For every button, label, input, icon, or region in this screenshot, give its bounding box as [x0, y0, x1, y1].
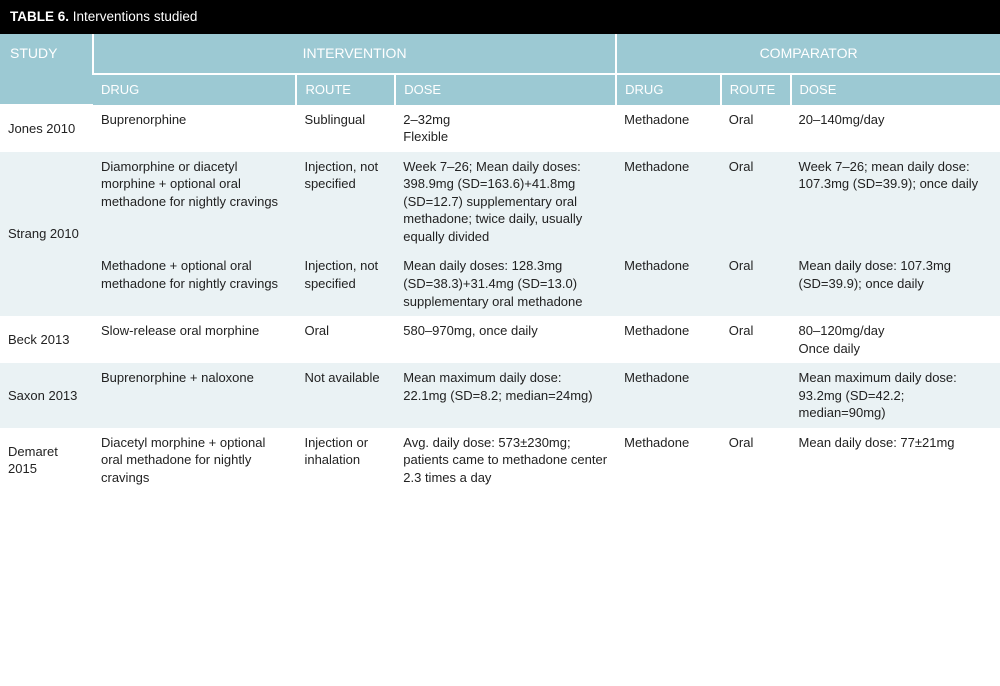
cell: Oral: [721, 251, 791, 316]
cell: Buprenorphine: [93, 105, 296, 152]
header-c-route: ROUTE: [721, 74, 791, 105]
table-row: Strang 2010Diamorphine or diacetyl morph…: [0, 152, 1000, 252]
header-comparator: COMPARATOR: [616, 34, 1000, 74]
cell: Week 7–26; Mean daily doses: 398.9mg (SD…: [395, 152, 616, 252]
cell: Slow-release oral morphine: [93, 316, 296, 363]
table-row: Demaret 2015Diacetyl morphine + optional…: [0, 428, 1000, 493]
table-row: Saxon 2013Buprenorphine + naloxoneNot av…: [0, 363, 1000, 428]
cell: Mean daily dose: 107.3mg (SD=39.9); once…: [791, 251, 1000, 316]
table-title-row: TABLE 6. Interventions studied: [0, 0, 1000, 34]
table-row: Methadone + optional oral methadone for …: [0, 251, 1000, 316]
cell: Sublingual: [296, 105, 395, 152]
cell: Injection, not specified: [296, 152, 395, 252]
cell: Buprenorphine + naloxone: [93, 363, 296, 428]
cell: 580–970mg, once daily: [395, 316, 616, 363]
header-c-drug: DRUG: [616, 74, 721, 105]
header-study: STUDY: [0, 34, 93, 104]
cell: Methadone: [616, 428, 721, 493]
cell: Injection or inhalation: [296, 428, 395, 493]
interventions-table: TABLE 6. Interventions studied STUDY INT…: [0, 0, 1000, 493]
cell: Oral: [721, 105, 791, 152]
header-row-1: STUDY INTERVENTION COMPARATOR: [0, 34, 1000, 74]
study-cell: Strang 2010: [0, 152, 93, 316]
cell: Injection, not specified: [296, 251, 395, 316]
cell: Methadone: [616, 251, 721, 316]
study-cell: Demaret 2015: [0, 428, 93, 493]
cell: 80–120mg/day Once daily: [791, 316, 1000, 363]
study-cell: Saxon 2013: [0, 363, 93, 428]
cell: Oral: [721, 428, 791, 493]
header-i-drug: DRUG: [93, 74, 296, 105]
header-c-dose: DOSE: [791, 74, 1000, 105]
study-cell: Jones 2010: [0, 105, 93, 152]
cell: Methadone: [616, 105, 721, 152]
header-i-dose: DOSE: [395, 74, 616, 105]
cell: Oral: [296, 316, 395, 363]
table-body: Jones 2010BuprenorphineSublingual2–32mg …: [0, 105, 1000, 493]
cell: Mean maximum daily dose: 22.1mg (SD=8.2;…: [395, 363, 616, 428]
cell: Week 7–26; mean daily dose: 107.3mg (SD=…: [791, 152, 1000, 252]
cell: Mean maximum daily dose: 93.2mg (SD=42.2…: [791, 363, 1000, 428]
cell: Methadone: [616, 152, 721, 252]
header-intervention: INTERVENTION: [93, 34, 616, 74]
cell: Mean daily dose: 77±21mg: [791, 428, 1000, 493]
cell: 20–140mg/day: [791, 105, 1000, 152]
table-row: Beck 2013Slow-release oral morphineOral5…: [0, 316, 1000, 363]
cell: Diamorphine or diacetyl morphine + optio…: [93, 152, 296, 252]
header-row-2: DRUG ROUTE DOSE DRUG ROUTE DOSE: [0, 74, 1000, 105]
table-row: Jones 2010BuprenorphineSublingual2–32mg …: [0, 105, 1000, 152]
cell: Oral: [721, 316, 791, 363]
cell: Methadone: [616, 316, 721, 363]
cell: Avg. daily dose: 573±230mg; patients cam…: [395, 428, 616, 493]
cell: 2–32mg Flexible: [395, 105, 616, 152]
table-title-prefix: TABLE 6.: [10, 9, 69, 24]
cell: Oral: [721, 152, 791, 252]
cell: [721, 363, 791, 428]
table-title-rest: Interventions studied: [69, 9, 197, 24]
cell: Mean daily doses: 128.3mg (SD=38.3)+31.4…: [395, 251, 616, 316]
cell: Not available: [296, 363, 395, 428]
table-title: TABLE 6. Interventions studied: [0, 0, 1000, 34]
cell: Methadone: [616, 363, 721, 428]
cell: Methadone + optional oral methadone for …: [93, 251, 296, 316]
header-i-route: ROUTE: [296, 74, 395, 105]
cell: Diacetyl morphine + optional oral methad…: [93, 428, 296, 493]
study-cell: Beck 2013: [0, 316, 93, 363]
